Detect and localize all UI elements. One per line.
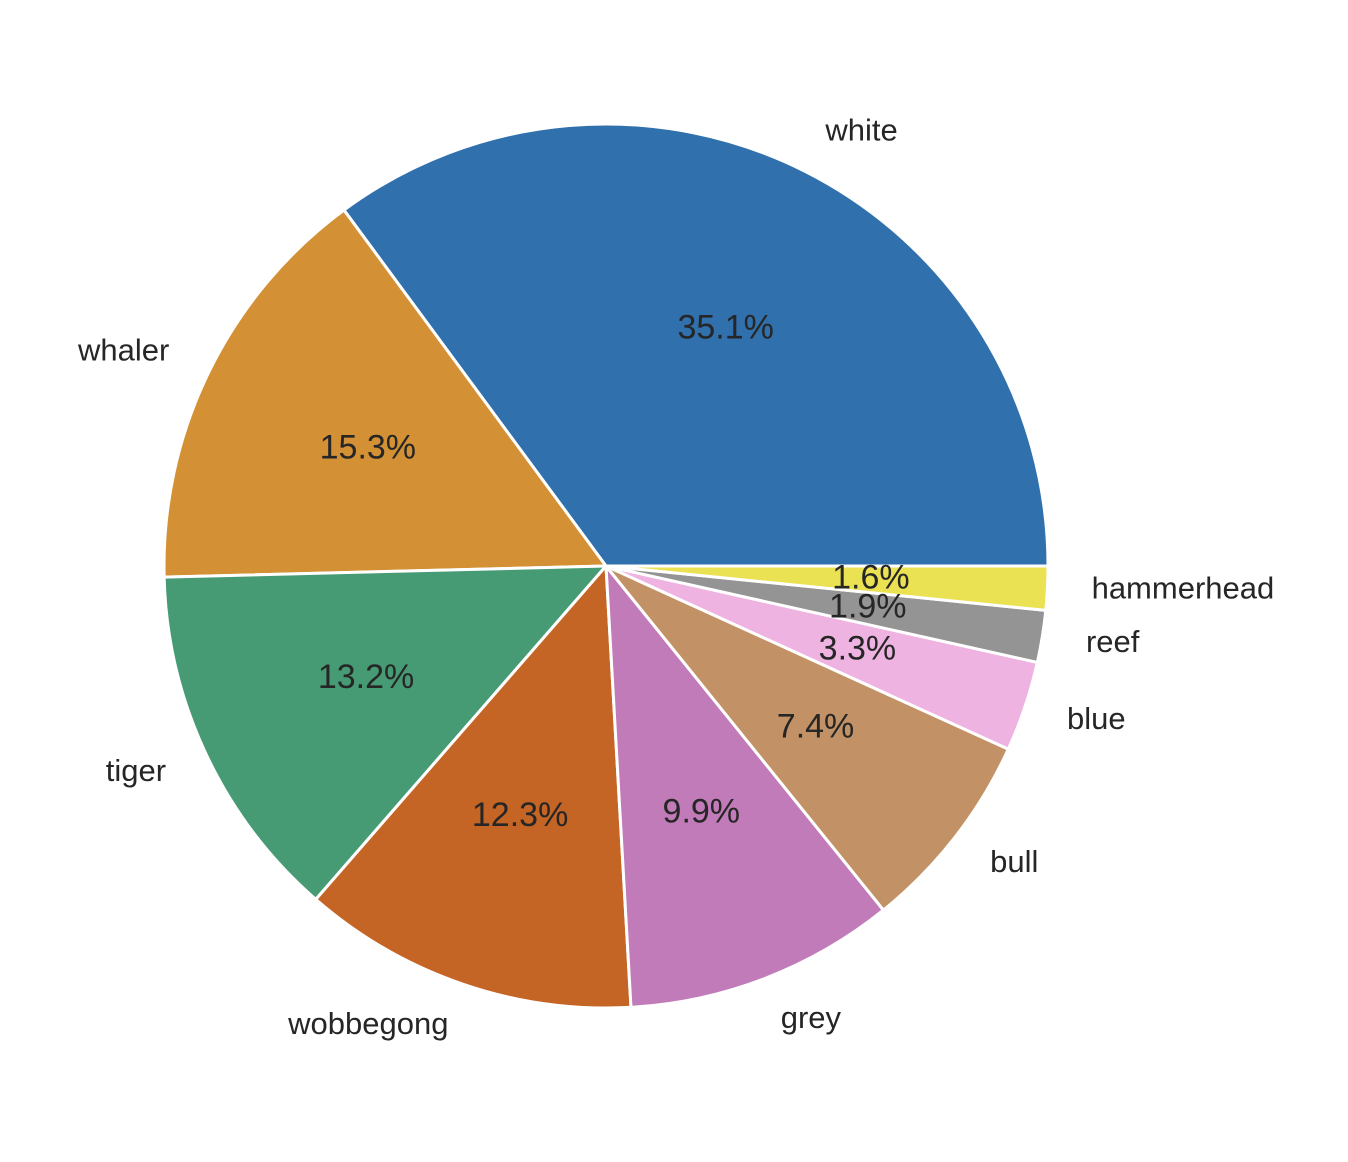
pie-slice-tiger — [162, 564, 608, 901]
percent-label-bull: 7.4% — [777, 708, 855, 746]
pie-slice-whaler — [162, 208, 608, 579]
slice-label-blue: blue — [1067, 701, 1126, 736]
percent-label-reef: 1.9% — [829, 587, 907, 625]
percent-labels: 35.1% 15.3% 13.2% 12.3% 9.9% 7.4% 3.3% 1.9%1.6% — [318, 308, 910, 834]
pie-slices — [162, 122, 1050, 1010]
percent-label-tiger: 13.2% — [318, 658, 414, 696]
slice-label-hammerhead: hammerhead — [1092, 571, 1275, 606]
slice-label-whaler: whaler — [77, 332, 169, 367]
slice-label-white: white — [824, 112, 897, 147]
pie-slice-wobbegong — [314, 564, 633, 1010]
pie-slice-bull — [604, 564, 1010, 912]
pie-slice-hammerhead — [604, 564, 1050, 612]
percent-label-blue: 3.3% — [819, 629, 897, 667]
slice-label-grey: grey — [781, 1000, 842, 1035]
percent-label-white: 35.1% — [677, 308, 773, 346]
percent-label-hammerhead: 1.6% — [832, 558, 910, 596]
percent-label-grey: 9.9% — [663, 792, 741, 830]
slice-labels: white whaler tiger wobbegong grey bull blue ree… — [77, 112, 1274, 1041]
pie-slice-grey — [604, 564, 885, 1009]
slice-label-tiger: tiger — [106, 753, 166, 788]
percent-label-whaler: 15.3% — [320, 428, 416, 466]
slice-label-bull: bull — [990, 844, 1038, 879]
percent-label-wobbegong: 12.3% — [472, 796, 568, 834]
pie-slice-white — [342, 122, 1050, 568]
slice-label-reef: reef — [1086, 624, 1140, 659]
slice-label-wobbegong: wobbegong — [287, 1006, 448, 1041]
